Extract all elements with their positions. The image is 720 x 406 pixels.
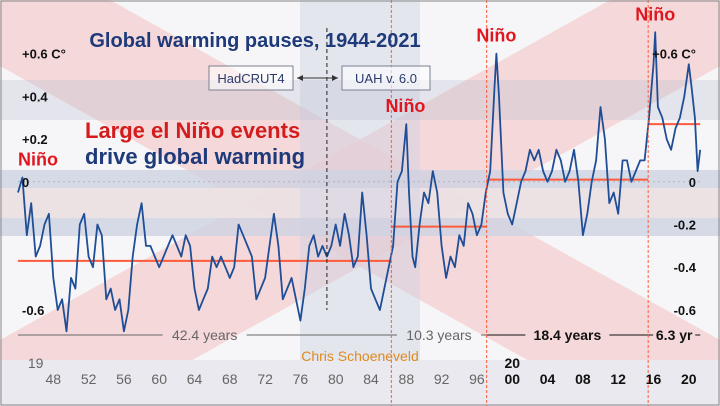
left-y-axis: +0.6 C° +0.4 +0.2 0 -0.6: [22, 47, 66, 318]
x-tick-1: 52: [81, 371, 97, 387]
el-nino-label-1: Niño: [385, 96, 425, 116]
right-y-tick-2: -0.2: [674, 218, 696, 233]
source-left-label: HadCRUT4: [217, 71, 284, 86]
x-tick-15: 08: [575, 371, 591, 387]
duration-label-3: 6.3 yr: [656, 327, 693, 343]
right-y-axis: +0.6 C° 0 -0.2 -0.4 -0.6: [652, 47, 697, 318]
x-tick-9: 84: [363, 371, 379, 387]
source-right-label: UAH v. 6.0: [355, 71, 417, 86]
x-tick-5: 68: [222, 371, 238, 387]
x-tick-16: 12: [610, 371, 626, 387]
author-credit: Chris Schoeneveld: [301, 348, 419, 364]
headline-line-2: drive global warming: [85, 144, 305, 169]
el-nino-label-0: Niño: [18, 150, 58, 170]
x-tick-11: 92: [434, 371, 450, 387]
x-tick-7: 76: [293, 371, 309, 387]
x-tick-13: 00: [504, 371, 520, 387]
source-right-box: [341, 65, 431, 91]
duration-label-2: 18.4 years: [534, 327, 602, 343]
data-series: [17, 31, 702, 333]
x-axis: 19 20 48 52 56 60 64 68 72 76 80 84 88 92 96 00 04 08 12 16…: [28, 355, 697, 387]
duration-label-1: 10.3 years: [406, 327, 471, 343]
century-label-0: 19: [28, 355, 44, 371]
x-tick-3: 60: [151, 371, 167, 387]
right-y-tick-4: -0.6: [674, 303, 696, 318]
x-tick-17: 16: [646, 371, 662, 387]
headline-line-1: Large el Niño events: [85, 118, 300, 143]
left-y-tick-2: +0.2: [22, 132, 48, 147]
right-y-tick-1: 0: [689, 175, 696, 190]
el-nino-label-2: Niño: [476, 26, 516, 46]
source-left-box: [208, 65, 294, 91]
chart-title: Global warming pauses, 1944-2021: [89, 30, 420, 52]
x-tick-4: 64: [187, 371, 203, 387]
left-y-tick-3: 0: [22, 175, 29, 190]
pause-durations: 42.4 years 10.3 years 18.4 years 6.3 yr: [18, 0, 701, 406]
x-tick-6: 72: [257, 371, 273, 387]
left-y-tick-0: +0.6 C°: [22, 47, 66, 62]
left-y-tick-4: -0.6: [22, 303, 44, 318]
source-arrow-left-head: [297, 75, 303, 81]
x-tick-18: 20: [681, 371, 697, 387]
x-tick-8: 80: [328, 371, 344, 387]
x-tick-14: 04: [540, 371, 556, 387]
right-y-tick-3: -0.4: [674, 260, 697, 275]
source-arrow-right-head: [332, 75, 338, 81]
left-y-tick-1: +0.4: [22, 89, 48, 104]
duration-label-0: 42.4 years: [172, 327, 237, 343]
x-tick-12: 96: [469, 371, 485, 387]
right-y-tick-0: +0.6 C°: [652, 47, 696, 62]
century-label-1: 20: [504, 355, 520, 371]
x-tick-10: 88: [399, 371, 415, 387]
series-line-0: [17, 31, 702, 333]
x-tick-0: 48: [46, 371, 62, 387]
el-nino-labels: Niño Niño Niño Niño: [18, 4, 675, 169]
source-tags: HadCRUT4 UAH v. 6.0: [208, 65, 431, 91]
el-nino-label-3: Niño: [635, 4, 675, 24]
x-tick-2: 56: [116, 371, 132, 387]
